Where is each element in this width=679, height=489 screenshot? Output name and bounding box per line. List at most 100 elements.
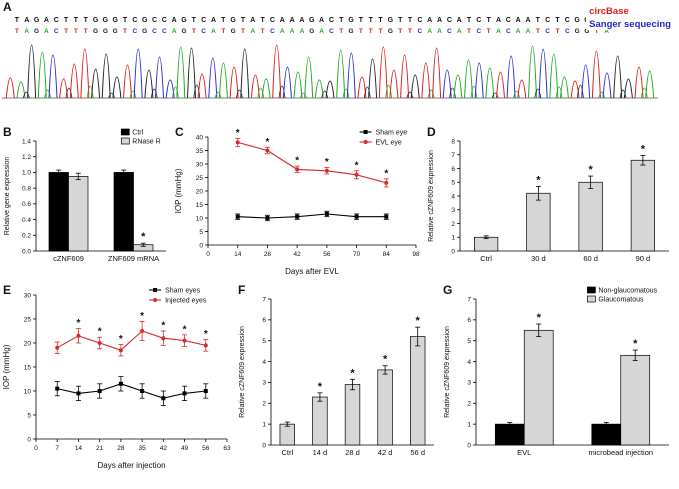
svg-text:56 d: 56 d bbox=[410, 448, 425, 457]
base-call-letter: G bbox=[93, 28, 99, 35]
svg-text:42 d: 42 d bbox=[378, 448, 393, 457]
svg-text:1: 1 bbox=[451, 235, 455, 242]
svg-text:7: 7 bbox=[451, 152, 455, 159]
panel-c-label: C bbox=[175, 125, 184, 139]
chromatogram-trace bbox=[2, 44, 658, 99]
base-call-letter: C bbox=[564, 28, 570, 35]
svg-text:Relative cZNF609 expression: Relative cZNF609 expression bbox=[239, 326, 246, 418]
base-letter: A bbox=[436, 17, 443, 24]
svg-text:30 d: 30 d bbox=[531, 254, 546, 263]
svg-text:14: 14 bbox=[234, 251, 242, 258]
base-letter: T bbox=[122, 17, 128, 24]
svg-text:*: * bbox=[325, 157, 329, 168]
panel-g: G 0 1 2 3 4 5 6 7 Relative cZNF609 expression EVL… bbox=[440, 283, 675, 471]
base-call-letter: A bbox=[525, 28, 531, 35]
svg-text:40: 40 bbox=[196, 134, 204, 141]
base-letter: A bbox=[495, 17, 502, 24]
svg-text:28 d: 28 d bbox=[345, 448, 360, 457]
base-letter: C bbox=[132, 17, 138, 24]
base-call-letter: A bbox=[250, 28, 256, 35]
svg-text:14: 14 bbox=[75, 445, 83, 452]
base-call-letter: G bbox=[387, 28, 393, 35]
base-call-letter: T bbox=[339, 28, 344, 35]
svg-text:35: 35 bbox=[138, 445, 146, 452]
base-call-letter: G bbox=[584, 28, 590, 35]
sanger-sequencing-label: Sanger sequecing bbox=[589, 19, 671, 30]
svg-text:0: 0 bbox=[34, 445, 38, 452]
base-letter: G bbox=[309, 17, 315, 24]
svg-text:84: 84 bbox=[383, 251, 391, 258]
base-call-letter: T bbox=[64, 28, 69, 35]
svg-text:2: 2 bbox=[467, 401, 471, 408]
chart-cznf609-injection-timecourse-bar: 0 1 2 3 4 5 6 7 Relative cZNF609 expression Ctrl 1… bbox=[239, 296, 434, 457]
base-call-letter: C bbox=[545, 28, 550, 35]
svg-text:0.8: 0.8 bbox=[22, 185, 31, 192]
base-call-letter: A bbox=[496, 28, 501, 35]
svg-text:28: 28 bbox=[117, 445, 125, 452]
svg-text:1.2: 1.2 bbox=[22, 154, 31, 161]
panel-d: D 0 1 2 3 4 5 6 7 8 Relative cZNF609 expression Ct… bbox=[424, 125, 675, 277]
svg-text:25: 25 bbox=[24, 316, 32, 323]
svg-text:0: 0 bbox=[206, 251, 210, 258]
svg-text:Glaucomatous: Glaucomatous bbox=[598, 297, 644, 304]
base-call-letter: T bbox=[123, 28, 128, 35]
base-letter: A bbox=[289, 17, 295, 24]
svg-text:56: 56 bbox=[323, 251, 331, 258]
chart-cznf609-evl-timecourse-bar: 0 1 2 3 4 5 6 7 8 Relative cZNF609 expression Ctrl… bbox=[428, 138, 669, 263]
base-letter: T bbox=[466, 17, 472, 24]
base-call-letter: A bbox=[211, 28, 216, 35]
base-letter: A bbox=[299, 17, 305, 24]
base-call-letter: C bbox=[201, 28, 206, 35]
base-letter: T bbox=[83, 17, 88, 24]
svg-text:20: 20 bbox=[24, 340, 32, 347]
svg-text:5: 5 bbox=[262, 338, 266, 345]
svg-text:0.6: 0.6 bbox=[22, 201, 31, 208]
svg-text:Injected eyes: Injected eyes bbox=[165, 298, 207, 305]
circbase-label: circBase bbox=[589, 6, 629, 17]
svg-text:*: * bbox=[76, 318, 80, 329]
svg-text:5: 5 bbox=[467, 338, 471, 345]
svg-text:1.4: 1.4 bbox=[22, 138, 31, 145]
base-letter: G bbox=[387, 17, 394, 24]
base-letter: A bbox=[427, 17, 433, 24]
svg-text:6: 6 bbox=[262, 317, 266, 324]
base-call-letter: G bbox=[112, 28, 118, 35]
base-letter: C bbox=[417, 17, 423, 24]
base-call-letter: G bbox=[348, 28, 354, 35]
svg-text:IOP (mmHg): IOP (mmHg) bbox=[2, 344, 11, 389]
base-letter: C bbox=[545, 17, 551, 24]
base-call-letter: A bbox=[427, 28, 433, 35]
svg-text:28: 28 bbox=[264, 251, 272, 258]
base-letter: A bbox=[210, 17, 216, 24]
svg-text:0: 0 bbox=[451, 248, 455, 255]
chart-iop-evl-line: 0 5 10 15 20 25 30 35 40 0 14 28 42 56 70 84 98 Days afte… bbox=[174, 128, 420, 276]
base-letter: T bbox=[486, 17, 491, 24]
base-call-letter: A bbox=[456, 28, 462, 35]
base-letter: C bbox=[476, 17, 482, 24]
svg-text:*: * bbox=[161, 321, 165, 332]
svg-text:4: 4 bbox=[451, 193, 455, 200]
svg-text:3: 3 bbox=[451, 207, 455, 214]
svg-text:Non-glaucomatous: Non-glaucomatous bbox=[598, 288, 657, 295]
base-letter: T bbox=[368, 17, 373, 24]
panel-f: F 0 1 2 3 4 5 6 7 Relative cZNF609 expression Ctr… bbox=[235, 283, 440, 471]
svg-text:*: * bbox=[383, 354, 388, 366]
svg-text:2: 2 bbox=[451, 221, 455, 228]
base-call-letter: T bbox=[240, 28, 245, 35]
base-call-letter: A bbox=[279, 28, 285, 35]
base-letter: A bbox=[515, 17, 521, 24]
svg-text:90 d: 90 d bbox=[636, 254, 651, 263]
svg-text:*: * bbox=[98, 327, 102, 338]
base-call-letter: A bbox=[44, 28, 49, 35]
svg-text:0: 0 bbox=[199, 242, 203, 249]
base-call-letter: C bbox=[270, 28, 275, 35]
svg-text:Ctrl: Ctrl bbox=[480, 254, 492, 263]
svg-text:6: 6 bbox=[451, 166, 455, 173]
base-letter: A bbox=[250, 17, 256, 24]
svg-text:Sham eye: Sham eye bbox=[376, 130, 408, 137]
svg-text:*: * bbox=[384, 168, 388, 179]
panel-d-label: D bbox=[427, 125, 436, 139]
base-call-letter: C bbox=[152, 28, 157, 35]
svg-text:*: * bbox=[183, 324, 187, 335]
